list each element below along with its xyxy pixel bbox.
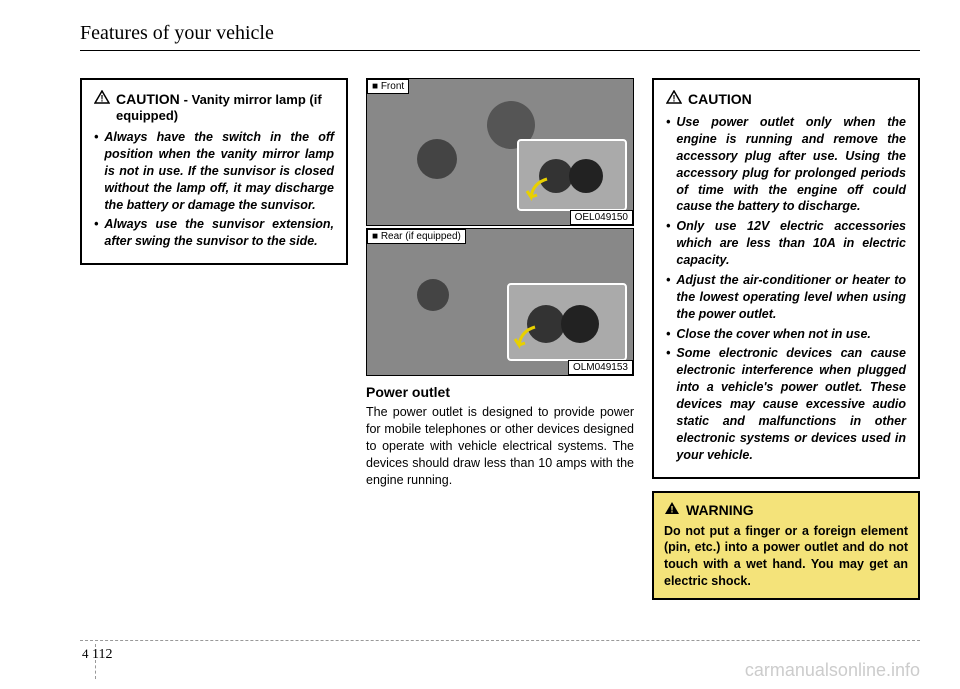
figure-code: OLM049153: [568, 360, 633, 375]
warning-word: WARNING: [686, 502, 754, 518]
bullet-item: Adjust the air-conditioner or heater to …: [666, 272, 906, 323]
svg-text:!: !: [671, 504, 674, 514]
caution-bullets: Always have the switch in the off positi…: [94, 129, 334, 250]
power-outlet-body: The power outlet is designed to provide …: [366, 404, 634, 488]
bullet-item: Only use 12V electric accessories which …: [666, 218, 906, 269]
bullet-item: Always have the switch in the off positi…: [94, 129, 334, 213]
figure-code: OEL049150: [570, 210, 633, 225]
figure-rear: ■ Rear (if equipped) OLM049153: [366, 228, 634, 376]
warning-icon: !: [664, 501, 680, 519]
caution-title: ! CAUTION: [666, 90, 906, 108]
figure-label: ■ Rear (if equipped): [367, 229, 466, 244]
bullet-item: Always use the sunvisor extension, after…: [94, 216, 334, 250]
svg-text:!: !: [101, 94, 104, 104]
column-3: ! CAUTION Use power outlet only when the…: [652, 78, 920, 600]
arrow-icon: [525, 175, 555, 203]
column-1: ! CAUTION - Vanity mirror lamp (if equip…: [80, 78, 348, 600]
svg-text:!: !: [673, 94, 676, 104]
watermark: carmanualsonline.info: [745, 660, 920, 681]
caution-word: CAUTION: [116, 91, 180, 107]
footer-rule: [80, 640, 920, 641]
chapter-number: 4: [82, 646, 89, 661]
bullet-item: Some electronic devices can cause electr…: [666, 345, 906, 463]
caution-bullets: Use power outlet only when the engine is…: [666, 114, 906, 464]
caution-word: CAUTION: [688, 91, 752, 107]
page-number: 4 112: [82, 646, 112, 663]
power-outlet-heading: Power outlet: [366, 384, 634, 400]
arrow-icon: [513, 323, 543, 351]
page-value: 112: [92, 647, 112, 662]
figure-label: ■ Front: [367, 79, 409, 94]
caution-icon: !: [94, 90, 110, 108]
content-columns: ! CAUTION - Vanity mirror lamp (if equip…: [80, 78, 920, 600]
caution-box-vanity: ! CAUTION - Vanity mirror lamp (if equip…: [80, 78, 348, 265]
caution-box-outlet: ! CAUTION Use power outlet only when the…: [652, 78, 920, 479]
figure-front: ■ Front OEL049150: [366, 78, 634, 226]
caution-icon: !: [666, 90, 682, 108]
warning-title: ! WARNING: [664, 501, 908, 519]
caution-title: ! CAUTION - Vanity mirror lamp (if equip…: [94, 90, 334, 123]
bullet-item: Close the cover when not in use.: [666, 326, 906, 343]
bullet-item: Use power outlet only when the engine is…: [666, 114, 906, 215]
section-header: Features of your vehicle: [80, 22, 274, 45]
column-2: ■ Front OEL049150 ■ Rear (if equipped): [366, 78, 634, 600]
warning-text: Do not put a finger or a foreign element…: [664, 523, 908, 591]
warning-box: ! WARNING Do not put a finger or a forei…: [652, 491, 920, 601]
header-rule: [80, 50, 920, 51]
